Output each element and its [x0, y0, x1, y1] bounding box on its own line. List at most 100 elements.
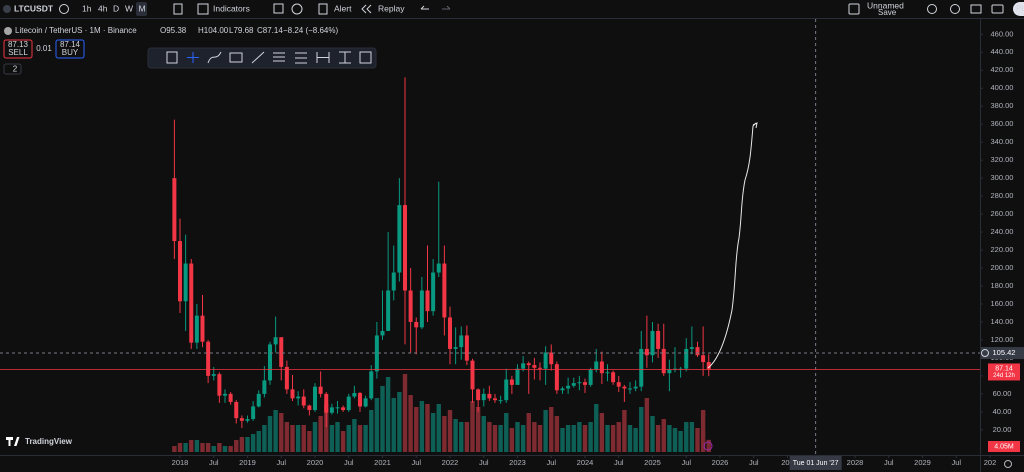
candle-body — [470, 360, 475, 390]
candle-body — [515, 368, 520, 385]
publish-button[interactable] — [1013, 2, 1024, 16]
y-tick-label: 340.00 — [991, 137, 1014, 146]
save-button[interactable]: Save — [878, 8, 897, 17]
interval[interactable]: 1h — [82, 3, 92, 13]
redo-button[interactable] — [442, 5, 451, 10]
event-marker[interactable] — [703, 441, 713, 451]
layout-name[interactable]: Unnamed — [867, 0, 904, 10]
candle-body — [358, 392, 362, 407]
tool-trendline[interactable] — [251, 51, 265, 64]
volume-bar — [520, 425, 526, 452]
volume-bar — [442, 416, 447, 452]
indicators-toggle[interactable] — [3, 63, 22, 75]
brush-arrowhead — [752, 122, 758, 129]
indicators-button[interactable]: Indicators — [213, 3, 250, 13]
tool-fib[interactable] — [273, 52, 285, 62]
tool-channel[interactable] — [295, 52, 307, 64]
tool-range[interactable] — [229, 52, 243, 63]
x-tick-label: 2029 — [914, 458, 931, 467]
volume-bar — [340, 431, 346, 452]
candle-body — [262, 380, 267, 394]
candle-body — [622, 386, 627, 389]
volume-bar — [312, 422, 318, 452]
x-tick-label: 2023 — [509, 458, 526, 467]
volume-bar — [239, 437, 245, 452]
candle-body — [307, 405, 312, 411]
axis-settings-button[interactable] — [1004, 460, 1012, 468]
volume-bar — [700, 410, 706, 452]
volume-bar — [509, 428, 515, 452]
volume-bar — [689, 422, 695, 452]
chart-type-button[interactable] — [173, 3, 183, 15]
undo-button[interactable] — [420, 5, 429, 10]
candle-body — [661, 348, 666, 374]
candle-body — [504, 379, 509, 401]
tool-crosshair[interactable] — [187, 52, 199, 63]
fullscreen-button[interactable] — [970, 4, 982, 14]
x-tick-label: 202 — [984, 458, 997, 467]
volume-bar — [706, 439, 711, 452]
interval[interactable]: M — [139, 3, 146, 13]
candle-body — [425, 290, 430, 312]
candle-body — [279, 337, 284, 367]
symbol-icon — [3, 5, 11, 13]
volume-bar — [369, 410, 374, 452]
snapshot-button[interactable] — [991, 4, 1004, 14]
candle-body — [189, 263, 194, 343]
candle-body — [172, 178, 177, 242]
candle-body — [183, 263, 188, 302]
add-alert-button — [981, 349, 989, 358]
volume-bar — [684, 422, 689, 452]
candle-body — [650, 330, 655, 356]
volume-bar — [279, 413, 284, 452]
tool-price-range[interactable] — [339, 51, 351, 64]
templates-button[interactable] — [273, 3, 284, 14]
brand: TradingView — [6, 437, 73, 446]
candle-body — [549, 352, 554, 365]
volume-bar — [565, 425, 571, 452]
settings-button[interactable] — [950, 4, 960, 14]
alerts-icon-button[interactable] — [291, 3, 303, 15]
alert-button[interactable]: Alert — [334, 3, 352, 13]
volume-bar — [543, 410, 548, 452]
candle-body — [284, 366, 289, 390]
top-toolbar: LTCUSDT 1h 4h D W M Indicators Alert Rep… — [0, 0, 1024, 19]
volume-bar — [571, 425, 576, 452]
sell-button[interactable] — [3, 39, 33, 59]
volume-bar — [318, 416, 323, 452]
x-tick-label: 2028 — [847, 458, 864, 467]
tool-grid[interactable] — [359, 51, 372, 64]
volume-bar — [430, 413, 436, 452]
brush-drawing[interactable] — [707, 122, 757, 369]
tool-date-range[interactable] — [316, 52, 330, 63]
volume-bar — [307, 431, 312, 452]
x-tick-label: 2018 — [172, 458, 189, 467]
volume-bar — [414, 407, 419, 452]
volume-bar — [363, 425, 368, 452]
symbol[interactable]: LTCUSDT — [14, 3, 54, 13]
y-tick-label: 20.00 — [993, 425, 1012, 434]
volume-bar — [515, 422, 520, 452]
volume-bar — [380, 386, 385, 452]
interval[interactable]: W — [125, 3, 133, 13]
volume-bar — [588, 422, 593, 452]
y-tick-label: 200.00 — [991, 263, 1014, 272]
candle-body — [459, 335, 464, 348]
compare-button[interactable] — [59, 4, 69, 14]
interval[interactable]: 4h — [98, 3, 108, 13]
volume-bar — [639, 407, 644, 452]
replay-button[interactable]: Replay — [378, 3, 405, 13]
candle-body — [391, 272, 396, 291]
volume-bar — [678, 431, 683, 452]
tool-rectangle[interactable] — [166, 51, 178, 64]
interval[interactable]: D — [113, 3, 119, 13]
crosshair-price-label: 105.42 — [993, 348, 1016, 357]
volume-bar — [599, 413, 605, 452]
volume-bar — [295, 425, 301, 452]
buy-button[interactable] — [55, 39, 85, 59]
volume-bar — [582, 425, 588, 452]
x-tick-label: 202 — [781, 458, 794, 467]
tool-brush[interactable] — [207, 51, 222, 64]
search-button[interactable] — [927, 4, 937, 14]
